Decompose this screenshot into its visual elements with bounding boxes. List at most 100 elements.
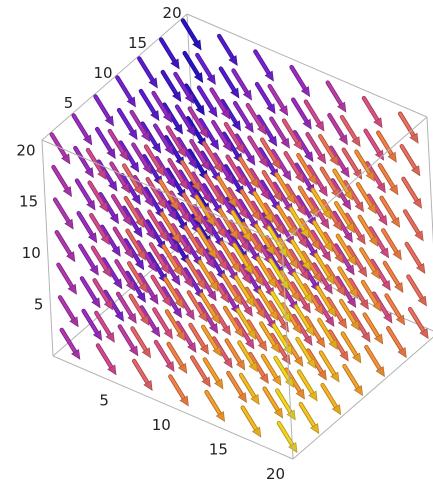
arrow-shaft	[342, 148, 359, 173]
arrow-shaft	[314, 253, 331, 278]
arrow-shaft	[161, 70, 178, 96]
arrow-head	[91, 297, 101, 309]
arrow-head	[141, 347, 151, 359]
vector-arrow	[129, 109, 151, 142]
arrow-head	[128, 129, 138, 141]
arrow-shaft	[232, 69, 249, 94]
vector-arrow	[158, 178, 179, 212]
arrow-shaft	[93, 279, 110, 304]
arrow-head	[315, 120, 325, 132]
arrow-head	[248, 361, 258, 373]
arrow-head	[61, 153, 71, 165]
vector-arrow	[363, 128, 385, 161]
y-tick-label: 5	[64, 94, 74, 112]
arrow-shaft	[298, 186, 315, 211]
arrow-shaft	[132, 359, 149, 385]
arrow-head	[336, 285, 346, 297]
arrow-head	[169, 200, 179, 212]
arrow-head	[214, 378, 224, 390]
arrow-shaft	[111, 194, 128, 220]
arrow-shaft	[256, 256, 273, 282]
arrow-head	[334, 252, 344, 264]
arrow-shaft	[270, 117, 287, 142]
vector-arrows	[49, 18, 429, 454]
arrow-head	[62, 186, 72, 198]
arrow-head	[250, 393, 260, 406]
arrow-shaft	[131, 327, 148, 352]
arrow-head	[417, 295, 427, 307]
vector-arrow	[126, 261, 148, 294]
arrow-head	[223, 357, 233, 369]
arrow-head	[242, 89, 252, 101]
arrow-head	[133, 184, 143, 196]
arrow-shaft	[267, 226, 284, 251]
arrow-shaft	[139, 89, 156, 115]
arrow-head	[206, 74, 216, 85]
vector-arrow	[56, 262, 77, 295]
vector-arrow	[165, 125, 187, 158]
vector-arrow	[298, 401, 320, 435]
vector-arrow	[297, 185, 319, 218]
arrow-head	[204, 225, 214, 237]
arrow-head	[97, 169, 107, 180]
arrow-head	[267, 277, 277, 289]
vector-arrow	[315, 285, 337, 318]
arrow-head	[305, 325, 315, 337]
arrow-head	[379, 247, 390, 259]
vector-arrow	[339, 114, 361, 148]
vector-arrow	[78, 243, 99, 276]
arrow-shaft	[326, 81, 343, 106]
arrow-shaft	[57, 263, 74, 288]
arrow-head	[354, 201, 364, 213]
arrow-shaft	[164, 277, 181, 302]
arrow-head	[249, 177, 259, 189]
arrow-shaft	[127, 261, 144, 287]
arrow-shaft	[260, 138, 277, 163]
arrow-head	[300, 86, 311, 98]
vector-arrow	[107, 128, 129, 162]
vector-arrow	[361, 95, 383, 129]
arrow-shaft	[222, 274, 239, 299]
arrow-head	[209, 139, 220, 151]
vector-arrow	[317, 317, 338, 351]
vector-arrow	[303, 99, 325, 132]
arrow-shaft	[122, 164, 139, 189]
arrow-head	[208, 106, 218, 118]
arrow-shaft	[376, 131, 393, 156]
arrow-head	[150, 110, 160, 122]
arrow-shaft	[146, 177, 163, 203]
arrow-head	[126, 96, 136, 108]
arrow-shaft	[95, 127, 112, 153]
vector-arrow	[364, 344, 385, 378]
y-tick-label: 20	[163, 4, 182, 22]
arrow-shaft	[408, 307, 425, 333]
arrow-head	[244, 122, 254, 134]
arrow-head	[282, 170, 292, 182]
arrow-head	[330, 371, 340, 383]
arrow-head	[127, 312, 137, 324]
arrow-shaft	[96, 344, 113, 369]
vector-arrow	[319, 166, 341, 199]
arrow-shaft	[246, 103, 263, 129]
arrow-head	[231, 261, 241, 273]
arrow-head	[272, 374, 282, 387]
arrow-shaft	[336, 234, 353, 259]
x-tick-label: 10	[152, 416, 171, 434]
arrow-head	[119, 150, 129, 162]
vector-arrow	[245, 102, 267, 136]
arrow-shaft	[240, 189, 257, 215]
arrow-shaft	[362, 96, 379, 122]
arrow-shaft	[202, 141, 219, 167]
arrow-head	[241, 273, 252, 285]
arrow-head	[147, 261, 157, 273]
arrow-head	[220, 292, 230, 304]
arrow-shaft	[338, 267, 355, 292]
arrow-shaft	[262, 170, 279, 196]
arrow-shaft	[340, 115, 357, 141]
arrow-head	[303, 335, 313, 347]
vector-arrow	[333, 201, 355, 234]
vector-arrow	[93, 94, 114, 127]
arrow-shaft	[263, 387, 280, 412]
arrow-head	[104, 115, 114, 127]
